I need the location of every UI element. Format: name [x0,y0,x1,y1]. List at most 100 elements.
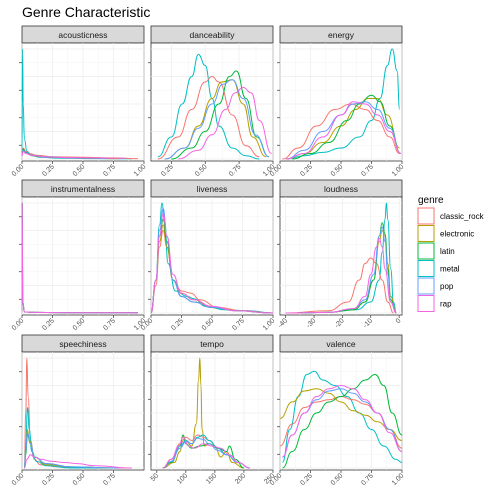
legend-items: classic_rock electronic latin metal pop rap [417,207,485,312]
legend-key [417,277,435,295]
x-tick-label: 0.00 [11,472,26,487]
legend-label: rap [440,300,452,309]
density-line-rap [150,213,274,314]
grid [280,197,402,315]
x-tick-label: 0.50 [72,472,87,487]
facet-panels: acousticness 0.00 0.25 0.50 0.75 1.00 danceabi… [11,25,406,487]
x-tick-label: 100 [176,472,189,485]
x-tick-label: 150 [205,472,218,485]
x-tick-label: 0.00 [11,163,26,178]
strip-label: acousticness [58,30,107,40]
density-line-electronic [279,388,403,441]
strip-label: valence [326,339,356,349]
x-tick-label: 1.00 [391,472,406,487]
x-tick-label: 0.75 [360,472,375,487]
density-curves [285,202,397,314]
density-line-pop [286,101,402,160]
x-tick-label: 0.50 [330,472,345,487]
x-tick-label: 0.75 [102,317,117,332]
density-line-rap [21,202,138,314]
strip-label: liveness [197,184,228,194]
x-tick-label: -10 [362,317,374,329]
strip-label: instrumentalness [51,184,115,194]
x-tick-label: 0.25 [41,317,56,332]
x-tick-label: 0.75 [231,317,246,332]
x-tick-label: 0.75 [102,472,117,487]
legend-key [417,242,435,260]
x-tick-label: 0.50 [201,317,216,332]
legend: genre classic_rock electronic latin metal po… [417,195,485,312]
x-tick-label: 0.25 [299,472,314,487]
density-curves [282,48,402,160]
panel-acousticness: acousticness 0.00 0.25 0.50 0.75 1.00 [11,25,148,178]
x-tick-label: 200 [234,472,247,485]
legend-label: latin [440,247,455,256]
grid [151,352,274,470]
chart-title: Genre Characteristic [22,4,150,20]
grid [279,352,403,470]
legend-label: pop [440,282,454,291]
legend-key [417,260,435,277]
strip-label: danceability [190,30,236,40]
legend-label: electronic [440,230,474,239]
x-tick-label: 1.00 [133,163,148,178]
legend-title: genre [418,195,444,206]
density-line-rap [21,150,126,159]
density-curves [157,54,272,160]
strip-label: speechiness [59,339,106,349]
legend-item-classic_rock: classic_rock [417,207,485,225]
density-line-classic_rock [157,76,260,160]
density-curves [21,202,138,314]
x-tick-label: 0.50 [72,163,87,178]
density-line-pop [164,79,270,160]
x-tick-label: 0.00 [11,317,26,332]
grid [21,43,145,161]
density-line-rap [162,436,250,469]
density-curves [23,357,132,469]
x-tick-label: 0.50 [330,163,345,178]
density-line-rap [178,87,272,160]
x-tick-label: 0.50 [194,163,209,178]
legend-item-metal: metal [417,260,460,277]
x-tick-label: 0.25 [160,163,175,178]
panel-background [150,351,274,471]
x-tick-label: 1.00 [262,317,277,332]
density-line-latin [171,70,270,160]
density-line-rap [282,385,403,458]
legend-key [417,207,435,225]
strip-label: tempo [200,339,224,349]
density-curves [150,202,274,314]
x-tick-label: -20 [334,317,346,329]
density-line-metal [157,54,260,160]
x-tick-label: 0.75 [360,163,375,178]
density-line-classic_rock [285,257,394,314]
density-curves [21,48,138,160]
density-line-classic_rock [282,103,400,160]
density-line-rap [23,454,132,469]
x-tick-label: 0.75 [228,163,243,178]
x-tick-label: 50 [150,472,161,483]
panel-speechiness: speechiness 0.00 0.25 0.50 0.75 [11,334,145,487]
density-line-latin [282,374,403,469]
density-curves [162,357,250,469]
density-line-latin [292,94,402,160]
legend-key [417,295,435,312]
legend-key [417,225,435,242]
legend-label: classic_rock [440,212,485,221]
strip-label: energy [328,30,355,40]
density-line-pop [162,437,250,469]
legend-item-rap: rap [417,295,452,312]
x-tick-label: -40 [277,317,289,329]
panel-loudness: loudness -40 -30 -20 -10 0 [277,179,403,330]
density-line-rap [285,237,397,314]
x-tick-label: 0.75 [102,163,117,178]
density-line-metal [150,202,274,314]
legend-item-electronic: electronic [417,225,474,242]
density-curves [279,370,403,469]
x-tick-label: 0 [395,317,403,325]
